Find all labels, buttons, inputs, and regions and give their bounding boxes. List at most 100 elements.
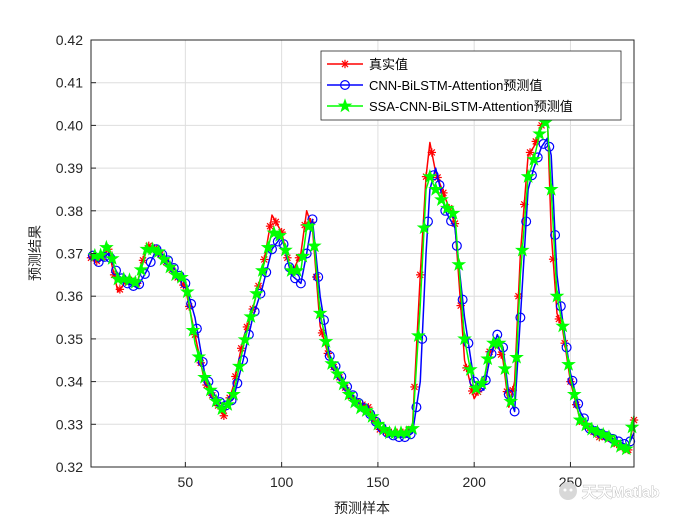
data-point-circle bbox=[550, 229, 561, 240]
data-point-star bbox=[566, 386, 582, 401]
data-point-star bbox=[307, 238, 322, 253]
x-tick-labels: 50 100 150 200 250 bbox=[178, 474, 583, 490]
data-point-star bbox=[156, 251, 172, 266]
data-point-star bbox=[127, 274, 143, 289]
watermark-text: 天天Matlab bbox=[582, 484, 660, 501]
data-point-star bbox=[191, 349, 207, 364]
data-point-star bbox=[457, 331, 472, 346]
data-point-star bbox=[324, 355, 340, 370]
data-point-star bbox=[411, 327, 426, 342]
data-point-star bbox=[590, 424, 605, 439]
data-point-asterisk bbox=[427, 148, 437, 157]
data-point-star bbox=[434, 191, 449, 206]
data-point-star bbox=[405, 420, 420, 435]
data-point-star bbox=[162, 259, 178, 274]
y-tick-label: 0.38 bbox=[56, 203, 83, 219]
data-point-star bbox=[145, 241, 160, 256]
data-point-star bbox=[376, 421, 392, 436]
data-point-star bbox=[584, 421, 599, 436]
data-point-star bbox=[289, 262, 305, 277]
series-layer bbox=[86, 112, 640, 456]
data-point-star bbox=[272, 227, 288, 242]
data-point-asterisk bbox=[265, 221, 275, 231]
legend: 真实值 CNN-BiLSTM-Attention预测值 SSA-CNN-BiLSTM… bbox=[320, 50, 622, 121]
data-point-star bbox=[538, 114, 553, 129]
data-point-star bbox=[337, 98, 353, 113]
data-point-star bbox=[613, 438, 628, 453]
data-point-star bbox=[197, 369, 212, 384]
data-point-star bbox=[203, 382, 218, 397]
data-point-star bbox=[341, 386, 357, 401]
data-point-star bbox=[301, 218, 316, 233]
x-tick-label: 50 bbox=[178, 474, 194, 490]
data-point-star bbox=[618, 441, 634, 456]
y-tick-label: 0.36 bbox=[56, 288, 83, 304]
data-point-star bbox=[439, 200, 455, 215]
series-3 bbox=[87, 114, 640, 456]
legend-label-1: 真实值 bbox=[369, 57, 408, 72]
data-point-circle bbox=[457, 294, 468, 305]
data-point-star bbox=[260, 239, 276, 254]
data-point-star bbox=[503, 393, 519, 408]
data-point-star bbox=[480, 351, 495, 366]
y-tick-label: 0.32 bbox=[56, 459, 83, 475]
y-tick-label: 0.33 bbox=[56, 416, 83, 432]
data-point-star bbox=[133, 262, 149, 276]
data-point-circle bbox=[318, 315, 329, 326]
x-tick-label: 100 bbox=[270, 474, 294, 490]
data-point-star bbox=[364, 408, 380, 423]
series-markers-3 bbox=[87, 114, 640, 456]
wechat-icon bbox=[559, 482, 577, 500]
wechat-icon-eye-right bbox=[569, 488, 573, 492]
data-point-star bbox=[451, 256, 467, 271]
data-point-asterisk bbox=[525, 148, 535, 157]
watermark: 天天Matlab bbox=[559, 482, 660, 501]
data-point-star bbox=[151, 244, 166, 259]
y-tick-label: 0.39 bbox=[56, 160, 83, 176]
y-tick-label: 0.35 bbox=[56, 331, 83, 347]
data-point-star bbox=[526, 151, 542, 166]
data-point-star bbox=[226, 386, 241, 401]
data-point-star bbox=[474, 375, 490, 390]
data-point-star bbox=[445, 205, 461, 220]
data-point-star bbox=[237, 332, 253, 346]
data-point-star bbox=[318, 333, 334, 348]
data-point-star bbox=[104, 250, 120, 265]
data-point-circle bbox=[186, 298, 197, 309]
data-point-circle bbox=[313, 271, 324, 282]
y-tick-label: 0.34 bbox=[56, 374, 83, 390]
data-point-star bbox=[330, 366, 345, 381]
data-point-star bbox=[428, 181, 444, 196]
data-point-star bbox=[266, 225, 282, 240]
data-point-star bbox=[462, 361, 478, 376]
data-point-star bbox=[347, 394, 363, 409]
data-point-circle bbox=[411, 402, 422, 413]
y-tick-label: 0.37 bbox=[56, 246, 83, 262]
data-point-star bbox=[359, 402, 374, 417]
data-point-asterisk bbox=[115, 285, 125, 294]
data-point-star bbox=[295, 248, 311, 263]
data-point-star bbox=[174, 269, 189, 284]
data-point-star bbox=[353, 400, 368, 415]
y-tick-labels: 0.32 0.33 0.34 0.35 0.36 0.37 0.38 0.39 0.40 0.41… bbox=[56, 32, 83, 475]
data-point-star bbox=[255, 262, 270, 277]
data-point-star bbox=[601, 429, 617, 444]
data-point-star bbox=[561, 356, 576, 371]
data-point-star bbox=[243, 308, 259, 323]
data-point-star bbox=[185, 322, 201, 337]
data-point-star bbox=[370, 416, 386, 431]
x-tick-label: 200 bbox=[463, 474, 487, 490]
y-tick-label: 0.41 bbox=[56, 75, 83, 91]
legend-box bbox=[320, 50, 622, 121]
data-point-star bbox=[555, 318, 571, 333]
wechat-icon-eye-left bbox=[563, 488, 567, 492]
data-point-star bbox=[208, 393, 224, 408]
data-point-star bbox=[520, 168, 536, 183]
data-point-star bbox=[422, 168, 438, 183]
data-point-star bbox=[122, 272, 137, 287]
x-axis-label: 预测样本 bbox=[334, 501, 390, 517]
data-point-star bbox=[543, 181, 559, 196]
data-point-star bbox=[509, 349, 524, 364]
data-point-star bbox=[220, 396, 236, 411]
